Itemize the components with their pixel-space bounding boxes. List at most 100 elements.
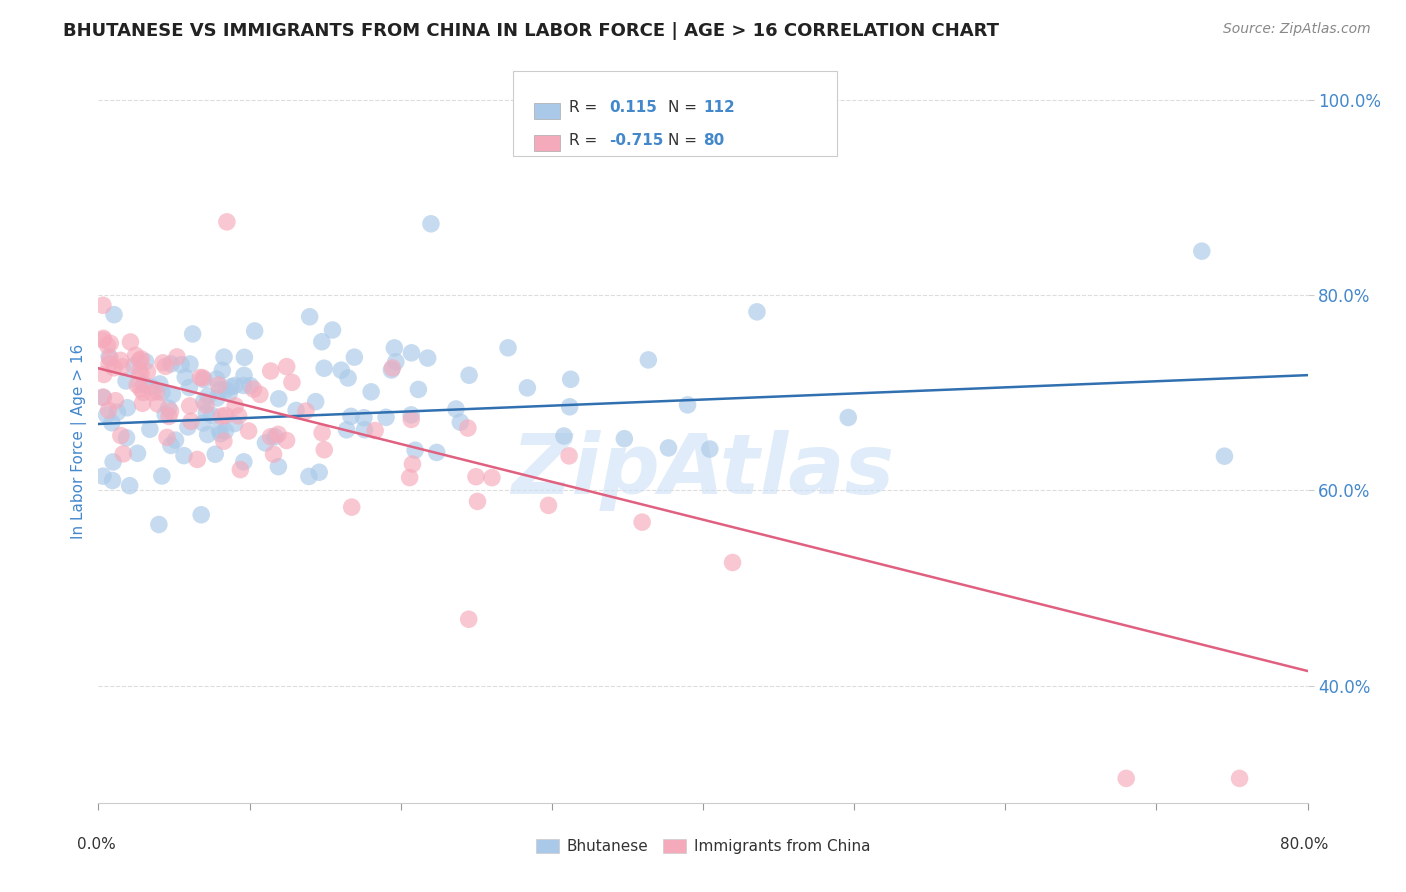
Point [160, 357, 183, 371]
Point [340, 500, 363, 515]
Point [180, 414, 202, 428]
Point [208, 383, 231, 397]
Point [207, 378, 229, 392]
Point [458, 368, 481, 383]
Point [195, 406, 218, 420]
Text: N =: N = [668, 101, 702, 115]
Point [401, 346, 423, 360]
Point [263, 447, 285, 461]
Point [285, 403, 308, 417]
Point [214, 409, 236, 423]
Point [91, 331, 114, 345]
Point [110, 353, 132, 368]
Point [111, 359, 134, 374]
Point [481, 470, 503, 484]
Point [233, 351, 256, 365]
Point [190, 370, 212, 384]
Point [381, 361, 404, 376]
Point [401, 412, 423, 426]
Point [215, 383, 238, 397]
Point [160, 438, 183, 452]
Point [416, 351, 439, 365]
Text: N =: N = [668, 133, 702, 147]
Point [162, 387, 184, 401]
Point [343, 350, 366, 364]
Point [96, 338, 118, 352]
Point [131, 396, 153, 410]
Point [129, 351, 152, 366]
Point [375, 410, 398, 425]
Point [117, 401, 139, 415]
Point [385, 355, 408, 369]
Point [208, 423, 231, 437]
Point [398, 470, 420, 484]
Point [211, 363, 233, 377]
Point [267, 459, 290, 474]
Point [197, 427, 219, 442]
Point [115, 431, 138, 445]
Point [399, 408, 422, 422]
Text: -0.715: -0.715 [609, 133, 664, 147]
Point [177, 420, 200, 434]
Point [224, 417, 246, 431]
Point [249, 387, 271, 401]
Point [676, 398, 699, 412]
Point [426, 445, 449, 459]
Point [380, 363, 402, 377]
Point [128, 353, 150, 368]
Point [103, 360, 125, 375]
Point [1229, 772, 1251, 786]
Point [193, 394, 215, 409]
Point [157, 401, 180, 416]
Point [181, 326, 204, 341]
Point [360, 384, 382, 399]
Point [340, 409, 363, 424]
Point [104, 393, 127, 408]
Point [96, 408, 118, 422]
Point [364, 424, 387, 438]
Point [224, 378, 246, 392]
Point [179, 399, 201, 413]
Point [232, 455, 254, 469]
Point [150, 385, 173, 400]
Point [173, 449, 195, 463]
Point [259, 430, 281, 444]
Text: R =: R = [569, 133, 603, 147]
Point [159, 404, 181, 418]
Point [353, 423, 375, 437]
Point [122, 359, 145, 373]
Point [155, 359, 177, 374]
Text: ZipAtlas: ZipAtlas [512, 430, 894, 511]
Point [212, 350, 235, 364]
Point [837, 410, 859, 425]
Point [637, 352, 659, 367]
Point [135, 354, 157, 368]
Point [401, 457, 423, 471]
Point [190, 508, 212, 522]
Point [98, 351, 121, 366]
Point [115, 374, 138, 388]
Text: 112: 112 [703, 101, 735, 115]
Point [153, 408, 176, 422]
Point [254, 436, 277, 450]
Point [205, 391, 228, 405]
Point [91, 469, 114, 483]
Point [107, 405, 129, 419]
Point [101, 474, 124, 488]
Point [157, 409, 180, 424]
Point [93, 391, 115, 405]
Point [103, 308, 125, 322]
Point [152, 356, 174, 370]
Point [205, 372, 228, 386]
Point [228, 409, 250, 423]
Point [243, 324, 266, 338]
Point [179, 380, 201, 394]
Point [560, 372, 582, 386]
Point [150, 469, 173, 483]
Point [209, 426, 232, 441]
Point [267, 392, 290, 406]
Point [91, 390, 114, 404]
Point [91, 298, 114, 312]
Point [186, 452, 208, 467]
Point [110, 428, 132, 442]
